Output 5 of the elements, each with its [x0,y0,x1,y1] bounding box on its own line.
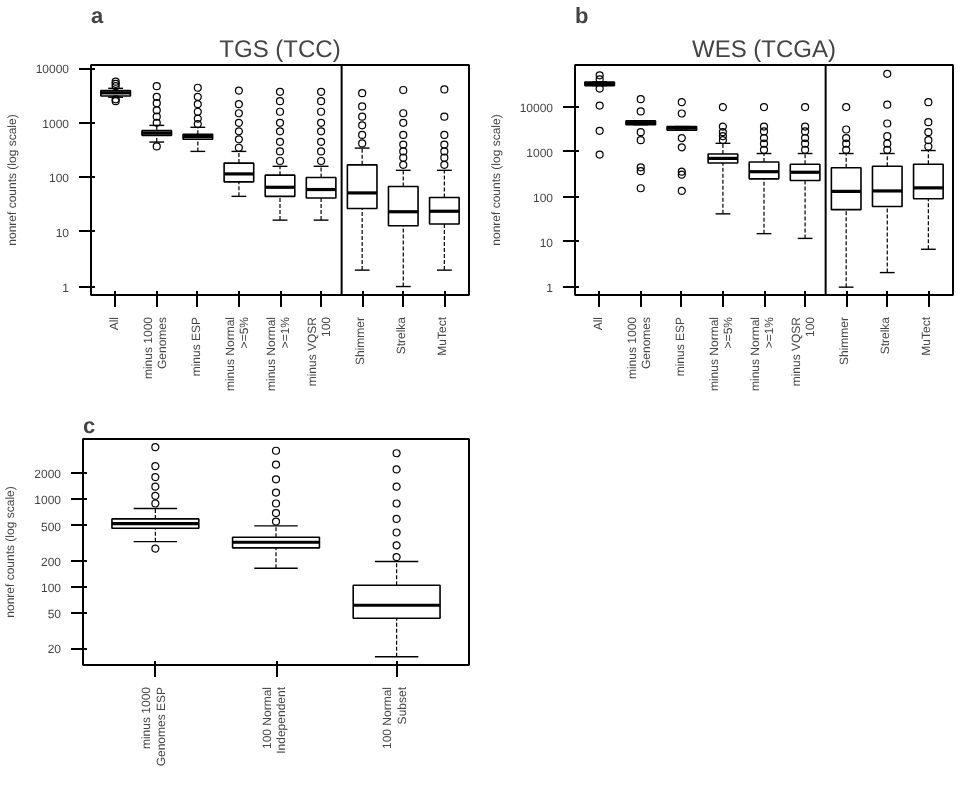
chart-title: WES (TCGA) [692,35,837,63]
chart-title: TGS (TCC) [219,35,341,63]
annotation: c [83,415,96,439]
text: a [91,5,105,29]
text: b [575,5,589,29]
